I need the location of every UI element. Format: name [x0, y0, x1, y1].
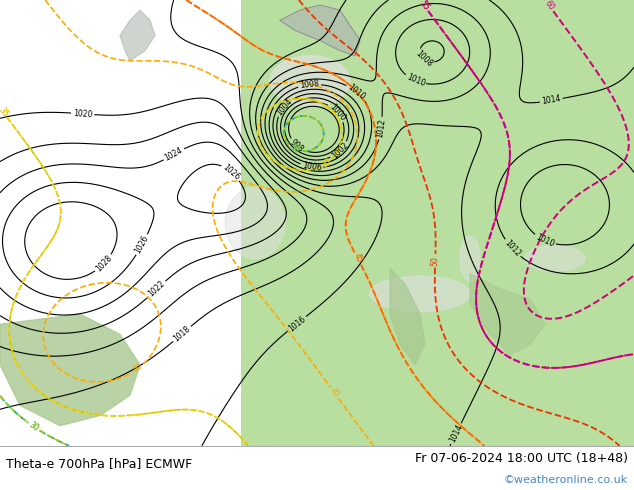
Text: 45: 45 [351, 252, 364, 265]
Text: Theta-e 700hPa [hPa] ECMWF: Theta-e 700hPa [hPa] ECMWF [6, 457, 193, 470]
Text: 1010: 1010 [534, 232, 555, 248]
Text: 1014: 1014 [448, 423, 464, 444]
Text: ©weatheronline.co.uk: ©weatheronline.co.uk [503, 475, 628, 485]
Ellipse shape [370, 276, 470, 312]
Text: 1004: 1004 [275, 97, 294, 117]
Polygon shape [470, 273, 545, 355]
Text: 1008: 1008 [299, 79, 320, 90]
Text: 1016: 1016 [287, 314, 307, 333]
Text: 1010: 1010 [346, 82, 366, 101]
Text: 1022: 1022 [147, 279, 167, 299]
Text: 1006: 1006 [302, 161, 322, 173]
Polygon shape [280, 5, 360, 56]
Text: 35: 35 [0, 105, 10, 119]
FancyBboxPatch shape [241, 0, 634, 446]
Text: 30: 30 [27, 420, 41, 433]
Ellipse shape [225, 188, 285, 258]
Text: 998: 998 [288, 137, 305, 154]
Polygon shape [0, 314, 140, 426]
Text: 55: 55 [418, 0, 430, 12]
Text: 1012: 1012 [502, 238, 522, 259]
Text: 30: 30 [288, 143, 301, 155]
Text: 60: 60 [543, 0, 555, 12]
Text: 1002: 1002 [330, 141, 350, 161]
Text: 1028: 1028 [94, 253, 113, 273]
Text: 35: 35 [0, 105, 10, 119]
Text: 1000: 1000 [327, 102, 347, 122]
Text: 35: 35 [320, 156, 333, 170]
Text: Fr 07-06-2024 18:00 UTC (18+48): Fr 07-06-2024 18:00 UTC (18+48) [415, 452, 628, 465]
Polygon shape [120, 10, 155, 61]
Text: 35: 35 [320, 156, 333, 170]
Text: 40: 40 [131, 362, 145, 375]
Text: 30: 30 [27, 420, 41, 433]
Text: 45: 45 [351, 252, 364, 265]
Text: 55: 55 [418, 0, 430, 12]
Ellipse shape [270, 56, 350, 106]
Text: 1010: 1010 [405, 73, 426, 89]
Text: 1018: 1018 [172, 324, 192, 343]
Text: 40: 40 [328, 387, 341, 399]
Ellipse shape [460, 236, 480, 281]
Polygon shape [390, 269, 425, 365]
Text: 30: 30 [288, 143, 301, 155]
Text: 50: 50 [430, 256, 440, 266]
Ellipse shape [525, 246, 585, 271]
Text: 1008: 1008 [413, 49, 434, 69]
Text: 1026: 1026 [221, 163, 242, 182]
Text: 1026: 1026 [134, 234, 151, 255]
Text: 1020: 1020 [73, 109, 93, 119]
Text: 1012: 1012 [375, 118, 387, 138]
Text: 1024: 1024 [164, 146, 184, 163]
Text: 1014: 1014 [541, 95, 562, 106]
